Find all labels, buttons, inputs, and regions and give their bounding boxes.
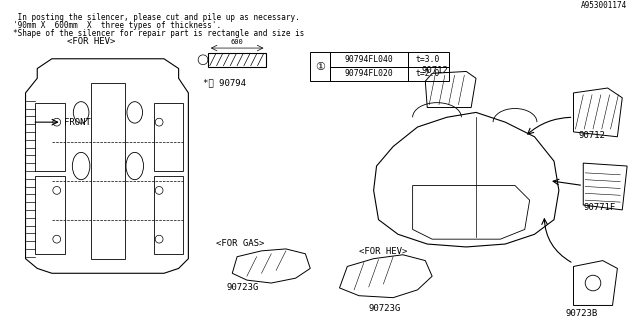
Bar <box>408 67 449 81</box>
Bar <box>310 52 330 81</box>
Bar <box>35 103 65 171</box>
Text: t=2.0: t=2.0 <box>416 69 440 78</box>
Bar <box>408 52 449 67</box>
Text: <FOR GAS>: <FOR GAS> <box>216 239 264 248</box>
Text: t=3.0: t=3.0 <box>416 55 440 64</box>
Bar <box>35 176 65 254</box>
Text: In posting the silencer, please cut and pile up as necessary.: In posting the silencer, please cut and … <box>13 13 300 22</box>
Bar <box>330 52 408 67</box>
Bar <box>154 103 184 171</box>
Text: 90771F: 90771F <box>583 203 616 212</box>
Bar <box>330 67 408 81</box>
Text: *① 90794: *① 90794 <box>203 78 246 87</box>
Text: 90794FL040: 90794FL040 <box>344 55 393 64</box>
Text: 90712: 90712 <box>422 66 449 75</box>
Text: A953001174: A953001174 <box>581 1 627 10</box>
Text: 90794FL020: 90794FL020 <box>344 69 393 78</box>
Text: 90723G: 90723G <box>227 283 259 292</box>
Text: *Shape of the silencer for repair part is rectangle and size is: *Shape of the silencer for repair part i… <box>13 28 304 37</box>
Text: 600: 600 <box>231 39 243 45</box>
Text: 90723G: 90723G <box>369 303 401 313</box>
Bar <box>208 53 266 67</box>
Text: FRONT: FRONT <box>63 118 90 127</box>
Bar <box>154 176 184 254</box>
Text: 90712: 90712 <box>579 131 605 140</box>
Text: '90mm X  600mm  X  three types of thickness'.: '90mm X 600mm X three types of thickness… <box>13 21 221 30</box>
Text: <FOR HEV>: <FOR HEV> <box>67 37 115 46</box>
Text: 90723B: 90723B <box>566 309 598 318</box>
Text: ①: ① <box>315 61 325 72</box>
Text: <FOR HEV>: <FOR HEV> <box>359 247 408 256</box>
